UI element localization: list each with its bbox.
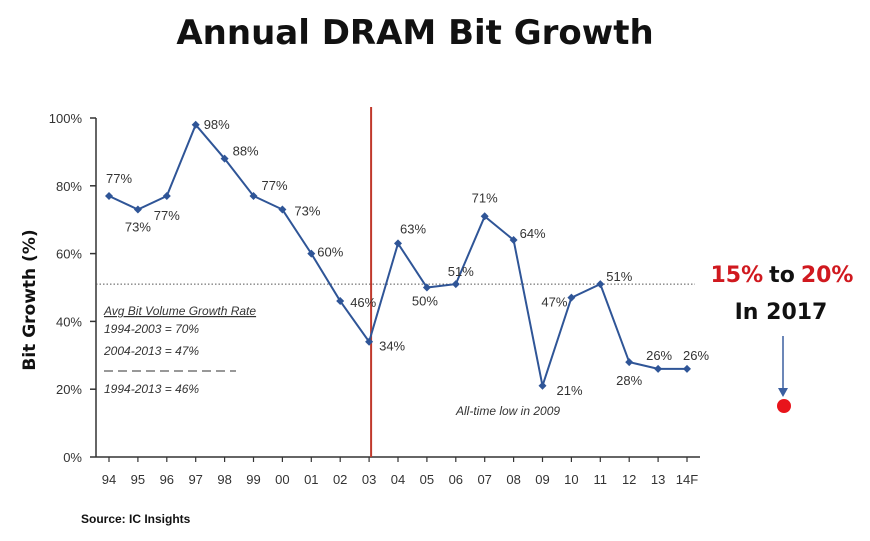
x-tick-label: 10 — [564, 472, 578, 487]
data-label: 71% — [472, 190, 498, 205]
data-point — [336, 297, 345, 306]
data-label: 46% — [350, 295, 376, 310]
data-point — [567, 293, 576, 302]
data-label: 60% — [317, 245, 343, 260]
x-tick-label: 01 — [304, 472, 318, 487]
data-label: 73% — [125, 220, 151, 235]
avg-note-1994-2003: 1994-2003 = 70% — [104, 322, 199, 336]
x-tick-label: 98 — [217, 472, 231, 487]
y-tick-label: 100% — [49, 111, 83, 126]
data-label: 50% — [412, 294, 438, 309]
data-label: 63% — [400, 221, 426, 236]
data-label: 88% — [233, 144, 259, 159]
average-growth-note: Avg Bit Volume Growth Rate 1994-2003 = 7… — [103, 304, 256, 396]
data-label: 51% — [606, 269, 632, 284]
avg-note-1994-2013: 1994-2013 = 46% — [104, 382, 199, 396]
forecast-low: 15% — [711, 263, 764, 288]
data-point — [220, 154, 229, 163]
avg-note-2004-2013: 2004-2013 = 47% — [103, 344, 199, 358]
data-point — [422, 283, 431, 292]
data-label: 77% — [262, 178, 288, 193]
data-label: 77% — [106, 171, 132, 186]
x-tick-label: 14F — [676, 472, 698, 487]
x-tick-label: 94 — [102, 472, 116, 487]
series-markers — [105, 120, 691, 390]
x-tick-label: 06 — [449, 472, 463, 487]
data-point — [683, 364, 691, 373]
data-point — [654, 364, 663, 373]
x-tick-label: 00 — [275, 472, 289, 487]
data-label: 26% — [683, 348, 709, 363]
all-time-low-note: All-time low in 2009 — [455, 404, 560, 418]
forecast-2017-dot — [777, 399, 791, 413]
chart-title: Annual DRAM Bit Growth — [176, 13, 653, 53]
x-tick-label: 04 — [391, 472, 405, 487]
data-point — [480, 212, 489, 221]
forecast-to: to — [769, 263, 795, 288]
data-point — [278, 205, 287, 214]
y-tick-label: 60% — [56, 247, 82, 262]
data-point — [394, 239, 402, 248]
x-tick-label: 95 — [131, 472, 145, 487]
data-label: 51% — [448, 264, 474, 279]
data-point — [538, 381, 547, 390]
data-point — [249, 191, 258, 200]
source-note: Source: IC Insights — [81, 512, 191, 526]
data-labels: 77%73%77%98%88%77%73%60%46%34%63%50%51%7… — [106, 117, 709, 398]
data-label: 73% — [294, 204, 320, 219]
x-tick-label: 05 — [420, 472, 434, 487]
x-tick-label: 11 — [594, 472, 608, 487]
y-axis-title: Bit Growth (%) — [20, 229, 40, 370]
data-point — [451, 280, 460, 289]
x-tick-label: 08 — [506, 472, 520, 487]
data-point — [596, 280, 605, 289]
forecast-range: 15% to 20% — [711, 263, 854, 288]
x-tick-label: 13 — [651, 472, 665, 487]
y-ticks: 0% 20% 40% 60% 80% 100% — [49, 111, 96, 465]
data-point — [105, 191, 113, 200]
avg-note-heading: Avg Bit Volume Growth Rate — [103, 304, 256, 318]
data-label: 64% — [520, 226, 546, 241]
data-label: 47% — [541, 295, 567, 310]
data-point — [162, 191, 171, 200]
x-tick-label: 09 — [535, 472, 549, 487]
x-tick-label: 03 — [362, 472, 376, 487]
x-ticks: 94 95 96 97 98 99 00 01 02 03 04 05 06 07 08 09 10 11 12 13… — [102, 457, 698, 487]
data-label: 21% — [557, 383, 583, 398]
x-tick-label: 96 — [160, 472, 174, 487]
data-label: 34% — [379, 339, 405, 354]
data-label: 98% — [204, 117, 230, 132]
data-point — [625, 358, 634, 367]
data-point — [307, 249, 316, 258]
y-tick-label: 80% — [56, 179, 82, 194]
forecast-arrow-head — [778, 388, 788, 397]
data-point — [133, 205, 142, 214]
data-point — [509, 236, 518, 245]
y-tick-label: 20% — [56, 382, 82, 397]
x-tick-label: 07 — [477, 472, 491, 487]
data-point — [365, 337, 374, 346]
data-label: 28% — [616, 373, 642, 388]
x-tick-label: 99 — [246, 472, 260, 487]
forecast-high: 20% — [801, 263, 854, 288]
y-tick-label: 40% — [56, 314, 82, 329]
x-tick-label: 97 — [188, 472, 202, 487]
data-label: 26% — [646, 348, 672, 363]
forecast-year: In 2017 — [735, 300, 828, 325]
x-tick-label: 12 — [622, 472, 636, 487]
x-tick-label: 02 — [333, 472, 347, 487]
data-point — [191, 120, 200, 129]
data-label: 77% — [154, 208, 180, 223]
y-tick-label: 0% — [63, 450, 82, 465]
